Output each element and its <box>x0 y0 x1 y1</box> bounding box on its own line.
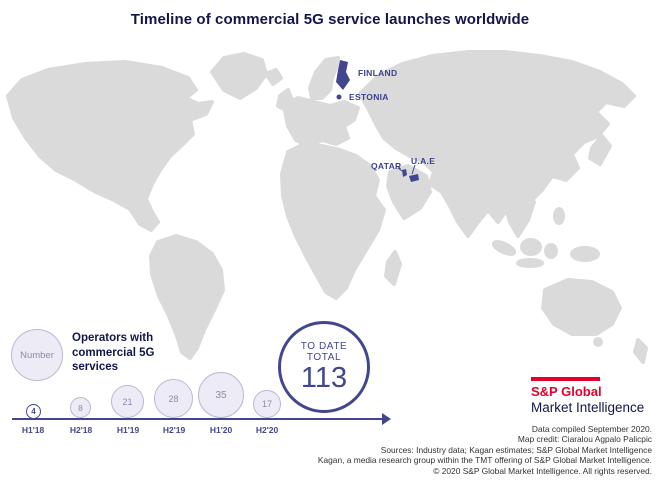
map-label-estonia: ESTONIA <box>349 92 389 102</box>
madagascar-shape <box>384 250 402 286</box>
chart-title: Timeline of commercial 5G service launch… <box>130 11 530 28</box>
bubble-h2-19: 28 <box>154 379 193 418</box>
asia-shape <box>358 50 636 238</box>
total-label-line2: TOTAL <box>306 352 342 363</box>
sumatra-shape <box>491 240 517 256</box>
bubble-h1-18: 4 <box>26 404 41 419</box>
footer-line-kagan: Kagan, a media research group within the… <box>317 455 652 466</box>
footer-line-copyright: © 2020 S&P Global Market Intelligence. A… <box>433 465 652 476</box>
footer-line-compiled: Data compiled September 2020. <box>531 424 652 434</box>
scandinavia-shape <box>308 56 340 100</box>
world-map <box>6 50 648 364</box>
bubble-h2-20: 17 <box>253 390 281 418</box>
uae-highlight-shape <box>409 174 419 182</box>
logo-division-name: Market Intelligence <box>531 400 645 415</box>
australia-shape <box>541 278 622 336</box>
bubble-h2-18: 8 <box>70 397 91 418</box>
total-circle: TO DATE TOTAL 113 <box>278 321 370 413</box>
tick-label-h1-20: H1'20 <box>209 425 233 435</box>
tick-label-h2-18: H2'18 <box>69 425 93 435</box>
arabia-shape <box>386 164 432 220</box>
indochina-shape <box>504 186 536 238</box>
total-label-line1: TO DATE <box>300 341 348 352</box>
legend-text: Operators with commercial 5G services <box>72 332 155 373</box>
uae-connector-line <box>411 164 416 175</box>
finland-highlight-shape <box>336 60 350 90</box>
qatar-connector-line <box>397 167 403 172</box>
tasmania-shape <box>593 337 603 347</box>
footer-line-sources: Sources: Industry data; Kagan estimates;… <box>380 444 652 455</box>
java-shape <box>516 258 544 268</box>
japan-shape <box>588 134 612 166</box>
total-value: 113 <box>300 362 348 394</box>
logo-red-bar <box>531 377 600 381</box>
sulawesi-shape <box>544 243 558 259</box>
highlighted-countries <box>336 60 419 182</box>
north-america-shape <box>6 60 214 232</box>
uk-shape <box>276 88 294 112</box>
legend-number-bubble: Number <box>11 329 63 381</box>
timeline-axis <box>12 418 384 420</box>
greenland-shape <box>210 52 268 100</box>
bubble-h1-20: 35 <box>198 372 244 418</box>
philippines-shape <box>553 207 565 225</box>
south-america-shape <box>149 234 225 360</box>
qatar-highlight-shape <box>402 169 407 177</box>
continents <box>6 50 648 364</box>
footer-credits: Data compiled September 2020. Map credit… <box>318 424 652 476</box>
iceland-shape <box>264 68 283 86</box>
sp-global-logo: S&P Global Market Intelligence <box>531 377 644 415</box>
tick-label-h2-19: H2'19 <box>162 425 186 435</box>
tick-label-h1-18: H1'18 <box>21 425 45 435</box>
timeline-axis-arrowhead <box>382 413 391 425</box>
new-zealand-shape <box>633 338 648 364</box>
europe-shape <box>282 96 360 148</box>
estonia-highlight-shape <box>336 94 342 100</box>
logo-brand-name: S&P Global <box>531 384 602 399</box>
tick-label-h1-19: H1'19 <box>116 425 140 435</box>
borneo-shape <box>520 238 542 256</box>
footer-line-map-credit: Map credit: Ciaralou Agpalo Palicpic <box>517 434 652 445</box>
map-label-uae: U.A.E <box>411 156 436 166</box>
tick-label-h2-20: H2'20 <box>255 425 279 435</box>
bubble-h1-19: 21 <box>111 385 144 418</box>
new-guinea-shape <box>570 246 600 262</box>
map-label-qatar: QATAR <box>371 161 402 171</box>
africa-shape <box>280 142 386 300</box>
label-connectors <box>397 164 416 175</box>
map-label-finland: FINLAND <box>358 68 398 78</box>
